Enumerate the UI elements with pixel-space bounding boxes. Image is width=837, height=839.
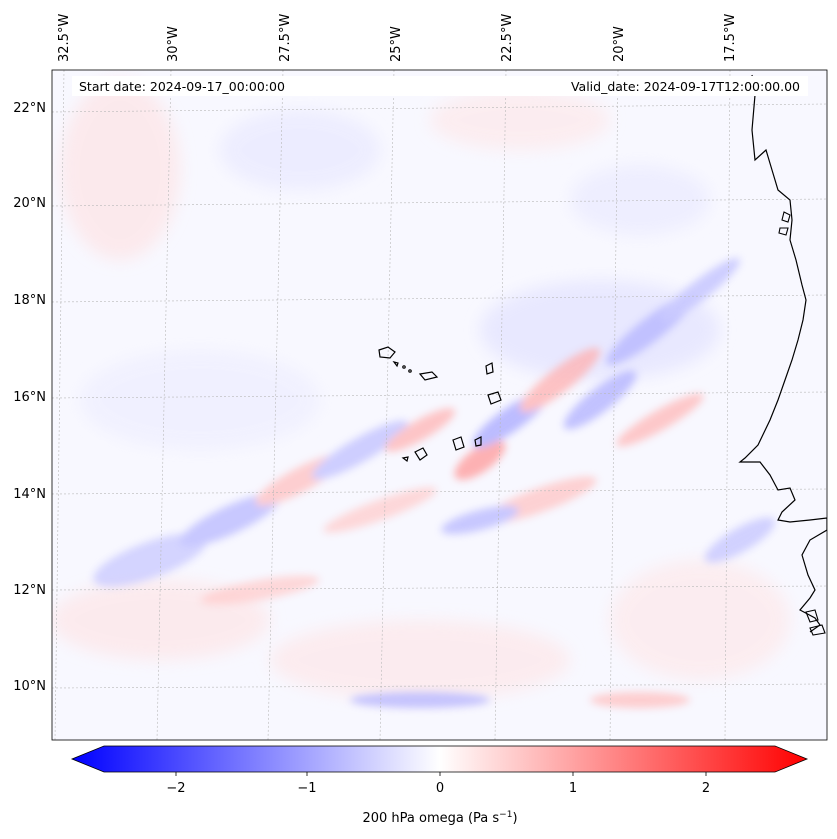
valid-date-text: Valid_date: 2024-09-17T12:00:00.00 — [571, 79, 800, 94]
graticule — [52, 70, 827, 740]
lat-label: 16°N — [13, 390, 46, 405]
lat-label: 14°N — [13, 487, 46, 502]
lon-label: 20°W — [612, 26, 627, 62]
lon-label: 22.5°W — [500, 14, 515, 62]
colorbar-bar — [70, 745, 809, 773]
longitude-labels: 32.5°W 30°W 27.5°W 25°W 22.5°W 20°W 17.5… — [57, 14, 738, 62]
lat-label: 20°N — [13, 196, 46, 211]
colorbar-tick: −2 — [166, 781, 185, 796]
omega-field — [52, 70, 827, 740]
lon-label: 25°W — [389, 26, 404, 62]
lat-label: 22°N — [13, 101, 46, 116]
latitude-labels: 22°N 20°N 18°N 16°N 14°N 12°N 10°N — [13, 101, 46, 694]
lat-label: 10°N — [13, 679, 46, 694]
lon-label: 17.5°W — [723, 14, 738, 62]
map-frame — [51, 69, 828, 741]
start-date-text: Start date: 2024-09-17_00:00:00 — [79, 79, 285, 94]
lon-label: 30°W — [166, 26, 181, 62]
lon-label: 27.5°W — [278, 14, 293, 62]
lon-label: 32.5°W — [57, 14, 72, 62]
coastline — [738, 74, 827, 633]
colorbar-tick: 0 — [436, 781, 444, 796]
lat-label: 12°N — [13, 583, 46, 598]
colorbar-tick: −1 — [297, 781, 316, 796]
lat-label: 18°N — [13, 293, 46, 308]
cape-verde-islands — [378, 346, 502, 463]
header-strip — [72, 76, 808, 96]
colorbar-tick: 2 — [702, 781, 710, 796]
colorbar-tick: 1 — [569, 781, 577, 796]
colorbar: −2 −1 0 1 2 200 hPa omega (Pa s−1) — [70, 745, 809, 826]
colorbar-label: 200 hPa omega (Pa s−1) — [362, 810, 517, 826]
